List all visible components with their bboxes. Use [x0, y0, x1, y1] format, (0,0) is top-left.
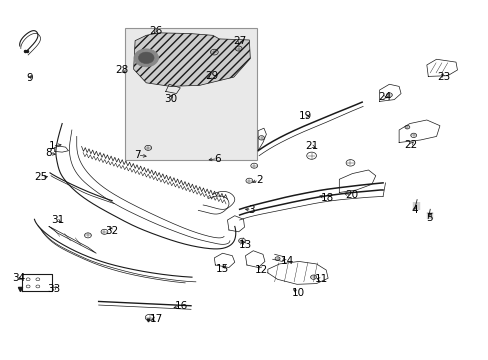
Text: 24: 24: [377, 92, 390, 102]
Text: 18: 18: [320, 193, 333, 203]
Text: 16: 16: [174, 301, 187, 311]
Text: 34: 34: [12, 273, 25, 283]
Circle shape: [138, 52, 154, 64]
Text: 31: 31: [51, 215, 64, 225]
Text: 12: 12: [254, 265, 267, 275]
Text: 27: 27: [233, 36, 246, 46]
Text: 2: 2: [255, 175, 262, 185]
Text: 21: 21: [305, 141, 318, 151]
Text: 20: 20: [344, 190, 357, 200]
Text: 10: 10: [291, 288, 304, 297]
Text: 25: 25: [35, 172, 48, 182]
Text: 5: 5: [425, 212, 432, 222]
Polygon shape: [133, 33, 250, 86]
Text: 29: 29: [204, 71, 218, 81]
Text: 30: 30: [163, 94, 177, 104]
Text: 33: 33: [47, 284, 61, 294]
Text: 1: 1: [49, 141, 56, 151]
Text: 19: 19: [298, 111, 311, 121]
Text: 23: 23: [436, 72, 449, 82]
Text: 26: 26: [149, 26, 163, 36]
Text: 28: 28: [115, 65, 128, 75]
Text: 6: 6: [214, 154, 221, 163]
Text: 14: 14: [280, 256, 293, 266]
Text: 8: 8: [46, 148, 52, 158]
Circle shape: [134, 49, 158, 67]
Text: 3: 3: [248, 205, 255, 215]
FancyBboxPatch shape: [125, 28, 256, 160]
Text: 11: 11: [314, 274, 327, 284]
Text: 22: 22: [404, 140, 417, 150]
Text: 32: 32: [105, 226, 119, 236]
Text: 7: 7: [134, 150, 141, 160]
Text: 15: 15: [216, 264, 229, 274]
Text: 17: 17: [149, 314, 163, 324]
Text: 4: 4: [410, 205, 417, 215]
Text: 13: 13: [238, 240, 252, 250]
Text: 9: 9: [26, 73, 33, 83]
